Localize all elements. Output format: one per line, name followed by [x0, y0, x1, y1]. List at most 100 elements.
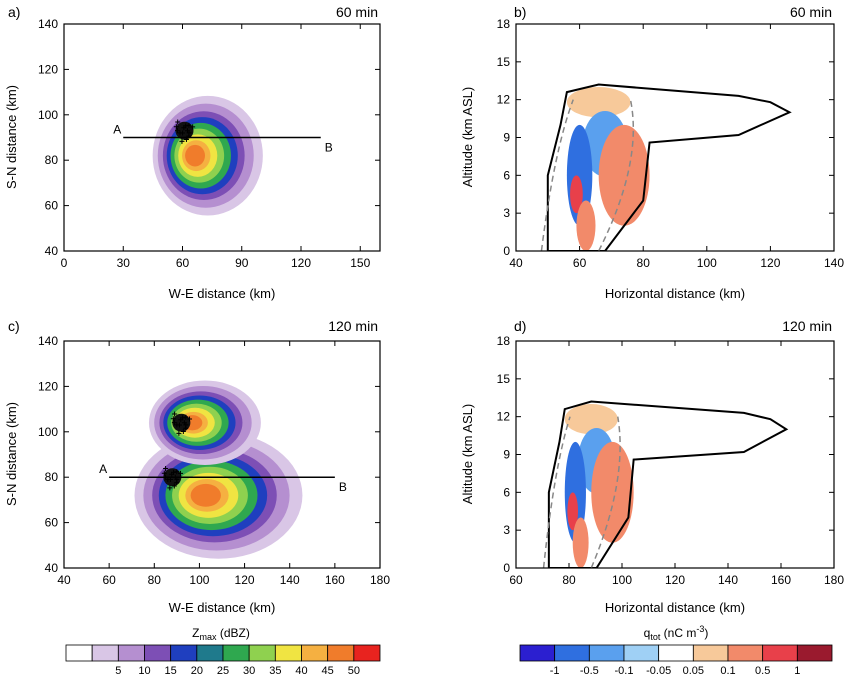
panel-c-lightning-marker — [178, 470, 184, 476]
panel-b-time: 60 min — [790, 4, 832, 20]
panel-a-lightning-marker — [177, 130, 183, 136]
panel-a-xtick-label: 60 — [176, 256, 190, 270]
panel-c-section-start-label: A — [99, 462, 107, 476]
colorbar-qtot-tick-label: -0.1 — [615, 665, 634, 676]
colorbar-qtot-tick-label: 1 — [794, 665, 800, 676]
panel-a-ytick-label: 60 — [45, 199, 59, 213]
colorbar-qtot-swatch — [588, 644, 625, 662]
panel-b-ylabel: Altitude (km ASL) — [460, 87, 475, 187]
panel-d-xtick-label: 160 — [771, 573, 791, 587]
panel-a-xtick-label: 90 — [235, 256, 249, 270]
panel-b-label: b) — [514, 4, 526, 20]
panel-a-reflectivity-contour — [185, 144, 206, 167]
colorbar-zmax-swatch — [144, 644, 172, 662]
panel-b-updraft-contour — [540, 99, 635, 251]
colorbar-zmax-boxes: 5 10 15 20 25 30 35 40 45 50 — [65, 644, 381, 676]
colorbar-zmax-swatch — [170, 644, 198, 662]
panel-d-positive-charge-region — [572, 517, 589, 568]
panel-c-lightning-marker — [174, 480, 180, 486]
panel-d-xtick-label: 120 — [665, 573, 685, 587]
panel-c-label: c) — [8, 318, 20, 334]
panel-a-lightning-marker — [186, 122, 192, 128]
panel-c-xtick-label: 100 — [189, 573, 209, 587]
colorbar-qtot-tick-label: -1 — [550, 665, 560, 676]
panel-b-ytick-label: 18 — [497, 17, 511, 31]
colorbar-zmax-tick-label: 40 — [295, 665, 307, 676]
panel-d-xtick-label: 180 — [824, 573, 844, 587]
colorbar-zmax-swatch — [353, 644, 381, 662]
panel-d-ylabel: Altitude (km ASL) — [460, 404, 475, 504]
panel-a-ytick-label: 40 — [45, 244, 59, 258]
panel-b-ytick-label: 12 — [497, 93, 511, 107]
colorbar-qtot: qtot (nC m-3) -1 -0.5 -0.1 -0.05 0.05 0.1 0.5 1 — [519, 624, 833, 676]
colorbar-qtot-swatch — [519, 644, 556, 662]
panel-d-ytick-label: 12 — [497, 410, 511, 424]
colorbar-qtot-swatch — [623, 644, 660, 662]
panel-b-positive-charge-region — [576, 200, 596, 251]
panel-a-lightning-marker — [174, 128, 180, 134]
panel-d-time: 120 min — [782, 318, 832, 334]
colorbar-zmax-swatch — [248, 644, 276, 662]
panel-c-lightning-marker — [167, 485, 173, 491]
panel-a-ytick-label: 140 — [38, 17, 58, 31]
panel-a-ytick-label: 80 — [45, 153, 59, 167]
colorbar-qtot-swatch — [658, 644, 694, 662]
panel-d: 60 80 100 120 140 160 180 0 3 6 9 12 15 18 d) 120 min… — [460, 318, 844, 615]
colorbar-zmax-swatch — [196, 644, 224, 662]
panel-c-lightning-marker — [174, 469, 180, 475]
panel-d-ytick-label: 15 — [497, 372, 511, 386]
colorbar-qtot-tick-label: -0.05 — [646, 665, 671, 676]
panel-c-ylabel: S-N distance (km) — [4, 402, 19, 506]
colorbar-zmax-title: Zmax (dBZ) — [192, 626, 250, 642]
panel-c-time: 120 min — [328, 318, 378, 334]
panel-c-xtick-label: 120 — [235, 573, 255, 587]
panel-c-xtick-label: 60 — [102, 573, 116, 587]
panel-c-ticks: 40 60 80 100 120 140 160 180 40 60 80 100 120 140 — [38, 334, 390, 587]
panel-c-ytick-label: 120 — [38, 379, 58, 393]
panel-b-cloud-outline — [546, 83, 792, 251]
panel-d-updraft-contour — [542, 416, 621, 568]
panel-c-ytick-label: 100 — [38, 425, 58, 439]
colorbar-zmax-swatch — [117, 644, 145, 662]
colorbar-qtot-tick-label: 0.05 — [683, 665, 704, 676]
colorbar-qtot-swatch — [692, 644, 729, 662]
panel-d-fill — [542, 400, 789, 568]
panel-c-lightning-marker — [163, 466, 169, 472]
panel-c-reflectivity-contour — [190, 483, 221, 507]
panel-b-fill — [540, 83, 792, 251]
colorbar-qtot-title: qtot (nC m-3) — [644, 624, 709, 642]
panel-d-ytick-label: 18 — [497, 334, 511, 348]
panel-b-positive-charge-region — [566, 87, 631, 118]
panel-c-xtick-label: 80 — [148, 573, 162, 587]
panel-c-ytick-label: 140 — [38, 334, 58, 348]
panel-a-ytick-label: 120 — [38, 62, 58, 76]
panel-a-section-start-label: A — [113, 123, 121, 137]
colorbar-qtot-boxes: -1 -0.5 -0.1 -0.05 0.05 0.1 0.5 1 — [519, 644, 833, 676]
panel-d-xtick-label: 60 — [509, 573, 523, 587]
colorbar-qtot-swatch — [554, 644, 590, 662]
panel-c-xtick-label: 40 — [57, 573, 71, 587]
panel-b-ytick-label: 9 — [503, 131, 510, 145]
panel-c-lightning-marker — [172, 411, 178, 417]
colorbar-qtot-swatch — [796, 644, 833, 662]
panel-a-xtick-label: 150 — [350, 256, 370, 270]
colorbar-qtot-tick-label: 0.5 — [755, 665, 770, 676]
panel-c-lightning-marker — [171, 420, 177, 426]
panel-a-lightning-marker — [173, 124, 179, 130]
panel-d-positive-charge-region — [564, 404, 618, 435]
panel-c-lightning-marker — [183, 425, 189, 431]
panel-c-lightning-marker — [187, 416, 193, 422]
panel-b-xtick-label: 140 — [824, 256, 844, 270]
panel-d-positive-charge-core — [567, 492, 579, 531]
panel-a-xlabel: W-E distance (km) — [169, 286, 276, 301]
panel-c-xlabel: W-E distance (km) — [169, 600, 276, 615]
panel-d-xtick-label: 140 — [718, 573, 738, 587]
panel-c-section-end-label: B — [339, 480, 347, 494]
panel-d-ytick-label: 9 — [503, 448, 510, 462]
panel-c-lightning-marker — [161, 470, 167, 476]
panel-b-ytick-label: 3 — [503, 206, 510, 220]
panel-a-lightning-marker — [190, 124, 196, 130]
panel-b: 40 60 80 100 120 140 0 3 6 9 12 15 18 b) 60 min Hori… — [460, 4, 844, 301]
panel-d-ytick-label: 6 — [503, 485, 510, 499]
